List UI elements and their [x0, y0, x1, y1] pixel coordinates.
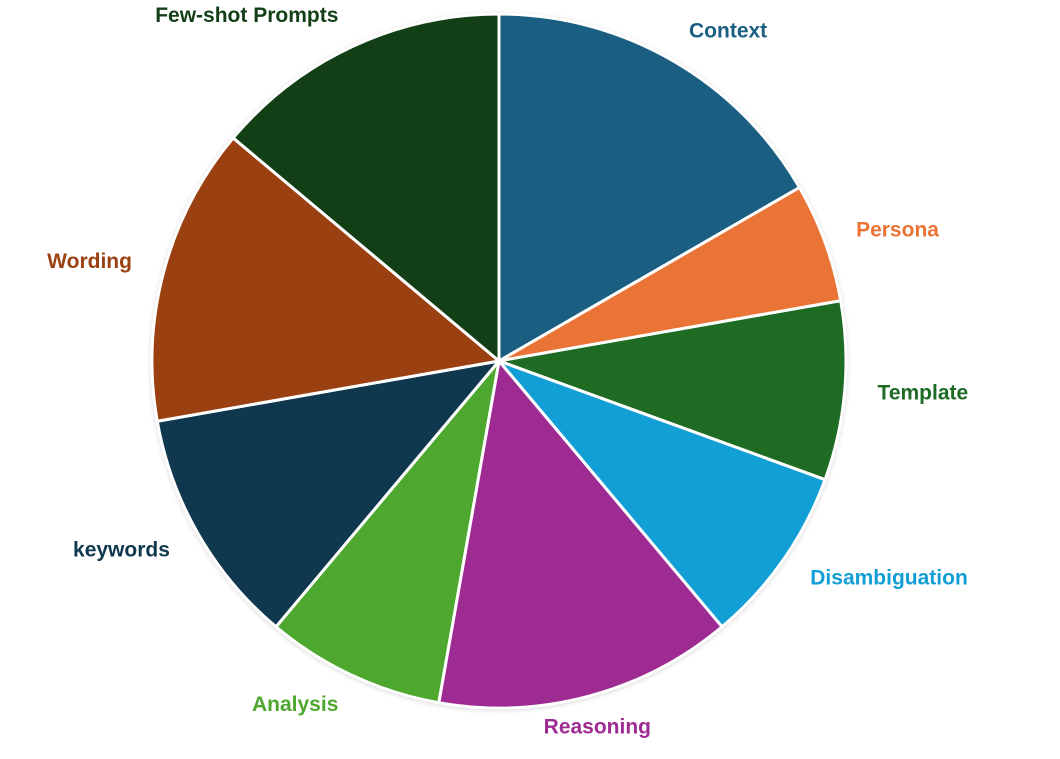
slice-label: Reasoning — [544, 716, 651, 739]
pie-slice — [155, 359, 501, 629]
pie-slice — [150, 136, 501, 423]
pie-slice — [497, 359, 827, 629]
slice-label: Context — [689, 19, 767, 42]
slice-label: Analysis — [252, 693, 338, 716]
slice-label: Few-shot Prompts — [155, 4, 338, 27]
pie-slice — [437, 359, 724, 710]
pie-slice — [231, 12, 501, 363]
pie-slice — [497, 12, 802, 363]
slice-label: Persona — [856, 219, 939, 242]
pie-slice — [497, 299, 848, 482]
slice-label: Disambiguation — [810, 567, 968, 590]
pie-slice — [274, 359, 501, 705]
slice-label: Template — [878, 382, 969, 405]
slice-label: Wording — [47, 250, 132, 273]
slice-label: keywords — [73, 539, 170, 562]
